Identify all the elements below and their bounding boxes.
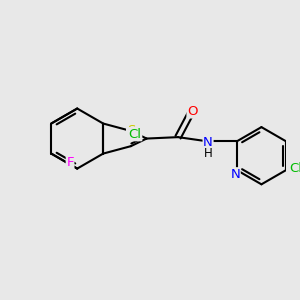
Text: F: F bbox=[66, 156, 74, 170]
Text: N: N bbox=[230, 168, 240, 181]
Text: Cl: Cl bbox=[290, 162, 300, 175]
Text: N: N bbox=[203, 136, 213, 149]
Text: H: H bbox=[204, 147, 213, 160]
Text: S: S bbox=[127, 124, 135, 137]
Text: O: O bbox=[187, 105, 198, 118]
Text: Cl: Cl bbox=[129, 128, 142, 141]
